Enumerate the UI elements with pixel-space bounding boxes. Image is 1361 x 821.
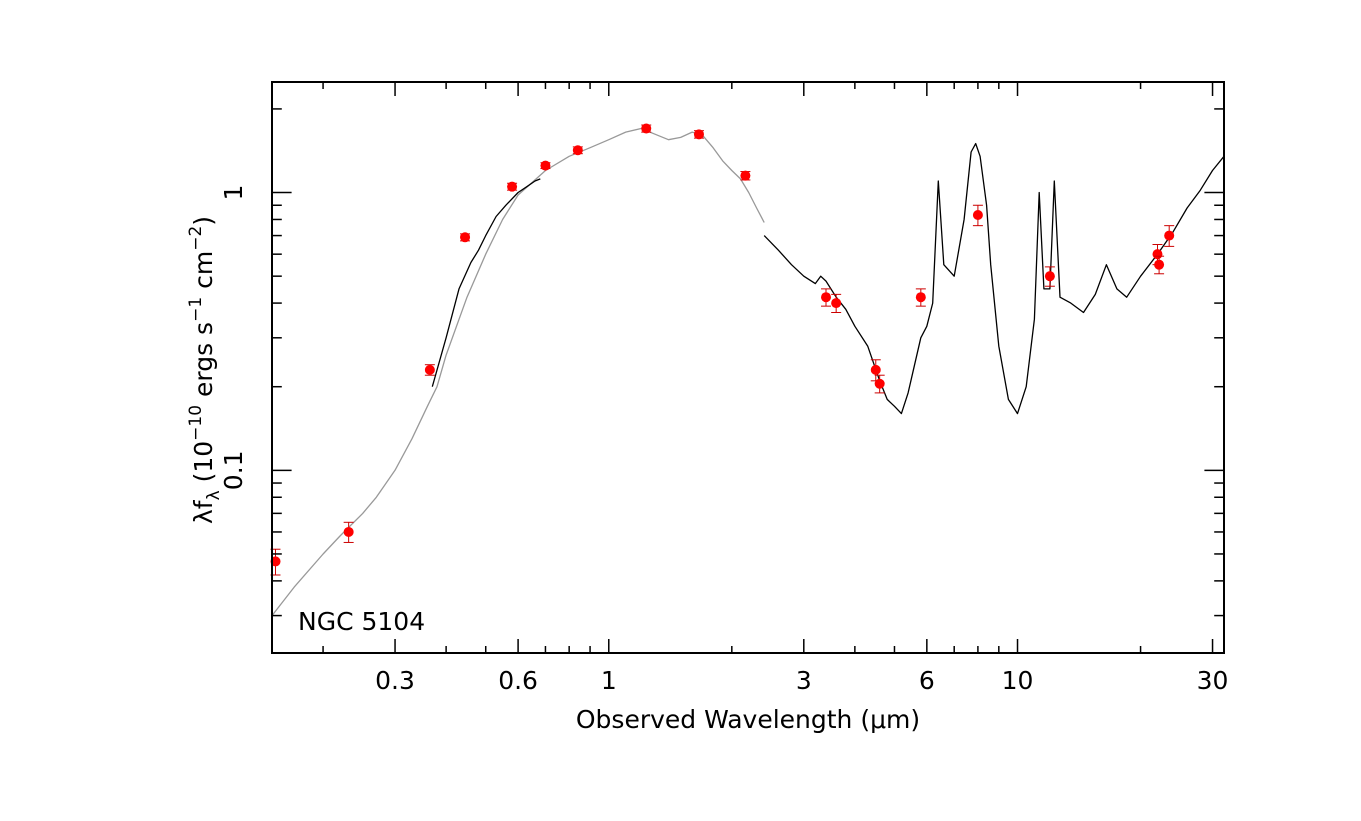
- photometry-point: [915, 292, 926, 303]
- x-tick-label: 10: [1002, 666, 1034, 695]
- x-tick-label: 6: [919, 666, 935, 695]
- x-tick-labels: 0.3 0.6 1 3 6 10 30: [375, 666, 1228, 695]
- photometry-point: [693, 129, 704, 140]
- photometry-point: [972, 210, 983, 221]
- photometry-point: [870, 364, 881, 375]
- photometry-point: [1152, 249, 1163, 260]
- photometry-point: [424, 364, 435, 375]
- photometry-point: [831, 298, 842, 309]
- y-tick-labels: 0.11: [219, 185, 248, 491]
- photometry-point: [641, 123, 652, 134]
- x-tick-label: 30: [1197, 666, 1229, 695]
- photometry-point: [270, 556, 281, 567]
- photometry-point: [507, 181, 518, 192]
- photometry-point: [740, 170, 751, 181]
- plot-frame: [271, 81, 1225, 654]
- x-tick-label: 1: [601, 666, 617, 695]
- photometry-point: [1164, 230, 1175, 241]
- y-axis-title: λfλ (10−10 ergs s−1 cm−2): [186, 216, 224, 524]
- object-name-annotation: NGC 5104: [298, 607, 425, 636]
- photometry-point: [821, 292, 832, 303]
- plot-curves: [271, 127, 1225, 616]
- x-tick-label: 0.3: [375, 666, 415, 695]
- photometry-point: [540, 160, 551, 171]
- ir-spectrum-curve: [763, 142, 1225, 415]
- photometry-point: [572, 145, 583, 156]
- x-tick-label: 3: [796, 666, 812, 695]
- x-tick-label: 0.6: [498, 666, 538, 695]
- optical-spectrum-curve: [431, 178, 541, 387]
- template-model-curve: [271, 127, 765, 616]
- y-tick-label: 0.1: [219, 450, 248, 490]
- plot-points: [270, 123, 1175, 576]
- photometry-point: [1154, 259, 1165, 270]
- photometry-point: [343, 526, 354, 537]
- photometry-point: [1044, 271, 1055, 282]
- y-tick-label: 1: [219, 185, 248, 201]
- axis-ticks: [272, 82, 1224, 653]
- photometry-point: [460, 232, 471, 243]
- x-axis-title: Observed Wavelength (μm): [576, 705, 920, 734]
- photometry-point: [874, 378, 885, 389]
